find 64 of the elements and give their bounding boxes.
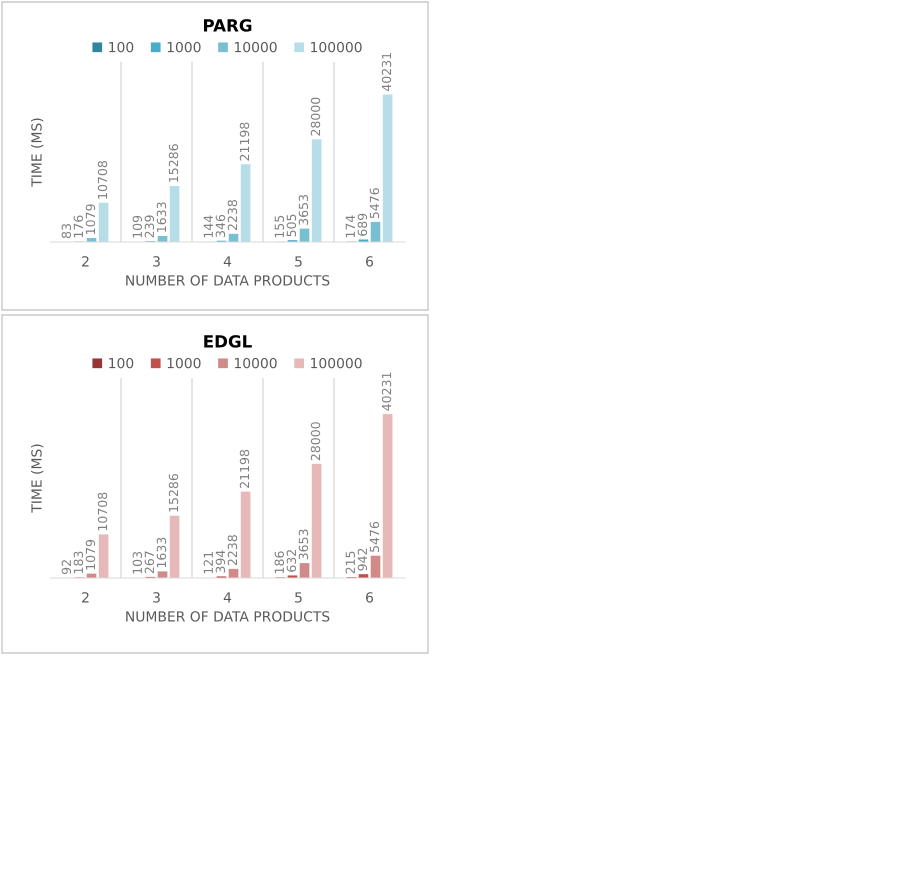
data-label: 40231 (382, 53, 392, 92)
data-label: 144 (204, 216, 213, 238)
x-tick-label: 5 (295, 256, 302, 267)
x-tick-label: 2 (82, 256, 89, 266)
data-label: 176 (74, 216, 84, 238)
data-label: 1079 (86, 204, 96, 234)
data-label: 21198 (240, 450, 250, 488)
data-label: 21198 (240, 122, 250, 161)
x-axis-title: NUMBER OF DATA PRODUCTS (126, 611, 330, 622)
data-label: 28000 (310, 422, 320, 460)
data-label: 10708 (98, 161, 108, 199)
y-axis-title: TIME (MS) (31, 444, 44, 513)
legend-label: 1000 (168, 42, 201, 52)
legend-label: 100 (109, 358, 134, 368)
data-label: 15286 (168, 474, 178, 512)
legend-label: 100000 (311, 42, 362, 52)
data-label: 1633 (156, 202, 166, 232)
data-label: 103 (132, 552, 142, 574)
legend-label: 1000 (168, 358, 201, 368)
x-tick-label: 6 (366, 592, 374, 603)
data-label: 155 (274, 216, 284, 238)
data-label: 92 (62, 560, 72, 574)
data-label: 174 (346, 215, 355, 238)
data-label: 109 (132, 216, 142, 238)
data-label: 215 (346, 552, 356, 574)
data-label: 505 (286, 214, 296, 236)
x-tick-label: 6 (366, 256, 374, 267)
data-label: 1633 (156, 538, 166, 568)
data-label: 5476 (370, 188, 380, 218)
data-label: 942 (358, 548, 368, 571)
data-label: 689 (358, 214, 368, 236)
legend-label: 10000 (234, 42, 277, 52)
data-label: 183 (74, 552, 84, 574)
data-label: 267 (144, 551, 154, 574)
data-label: 632 (286, 550, 296, 572)
data-label: 346 (216, 214, 226, 237)
data-label: 5476 (370, 522, 380, 552)
y-axis-title: TIME (MS) (31, 118, 44, 187)
x-tick-label: 4 (224, 592, 232, 602)
data-label: 239 (144, 215, 154, 238)
legend-label: 100 (109, 42, 134, 52)
data-label: 2238 (228, 535, 238, 566)
x-tick-label: 5 (295, 592, 302, 603)
legend-label: 10000 (234, 358, 277, 368)
data-label: 15286 (168, 144, 178, 182)
x-tick-label: 3 (153, 592, 160, 603)
data-label: 3653 (298, 195, 308, 225)
data-label: 3653 (298, 530, 308, 560)
x-tick-label: 3 (153, 256, 160, 267)
data-label: 83 (62, 224, 72, 238)
x-tick-label: 4 (224, 256, 232, 266)
data-label: 28000 (310, 98, 320, 136)
x-tick-label: 2 (82, 592, 89, 602)
data-label: 394 (216, 550, 226, 573)
x-axis-title: NUMBER OF DATA PRODUCTS (126, 275, 330, 286)
data-label: 1079 (86, 540, 96, 570)
chart-title: EDGL (204, 335, 252, 348)
data-label: 186 (274, 551, 284, 574)
data-label: 40231 (382, 372, 392, 411)
legend-label: 100000 (311, 358, 362, 368)
data-label: 2238 (228, 200, 238, 230)
chart-title: PARG (204, 19, 252, 32)
data-label: 121 (204, 552, 213, 574)
data-label: 10708 (98, 492, 108, 530)
